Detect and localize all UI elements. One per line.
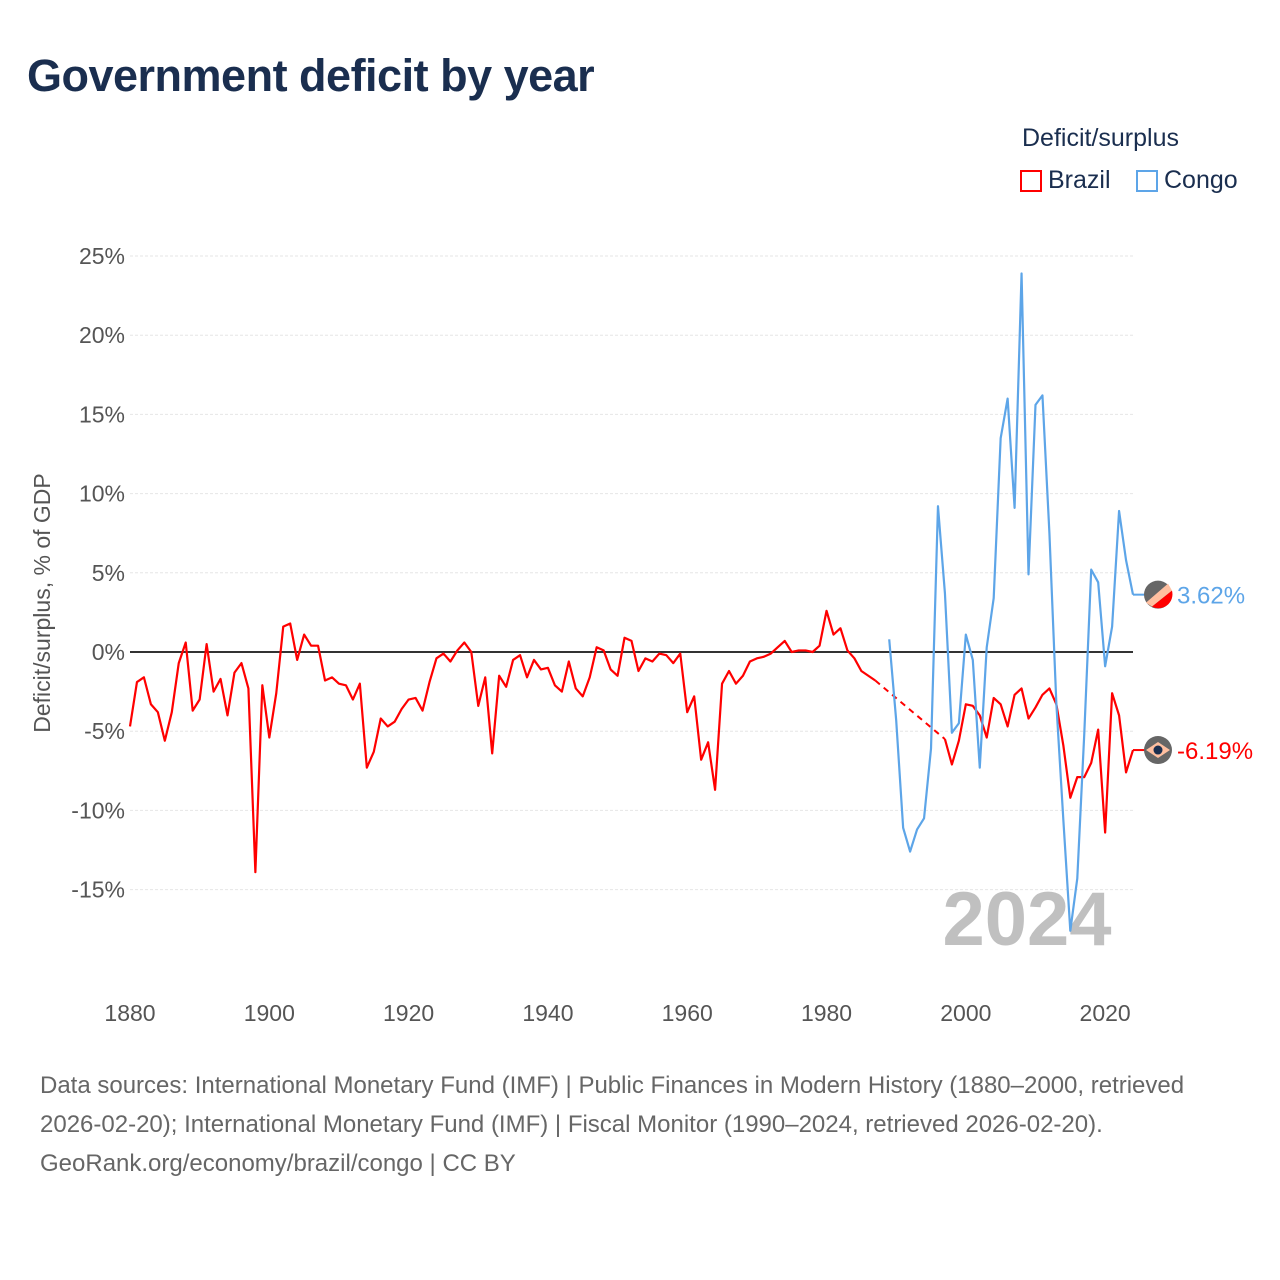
- series-line-brazil[interactable]: [943, 687, 1135, 834]
- footer: Data sources: International Monetary Fun…: [40, 1066, 1240, 1183]
- series-line-congo[interactable]: [888, 272, 1135, 932]
- y-tick-label: 25%: [79, 243, 125, 269]
- x-tick-label: 2020: [1080, 1000, 1131, 1026]
- legend-title: Deficit/surplus: [1022, 124, 1179, 152]
- x-tick-label: 1960: [662, 1000, 713, 1026]
- flag-icon-brazil: [1144, 736, 1172, 765]
- x-tick-label: 1940: [522, 1000, 573, 1026]
- x-tick-label: 1880: [104, 1000, 155, 1026]
- y-tick-label: -15%: [71, 877, 125, 903]
- credit-link[interactable]: GeoRank.org/economy/brazil/congo | CC BY: [40, 1150, 516, 1177]
- legend-swatch-brazil: [1020, 169, 1042, 192]
- y-tick-label: 10%: [79, 481, 125, 507]
- series-gap-brazil: [874, 679, 946, 740]
- data-sources: Data sources: International Monetary Fun…: [40, 1072, 1185, 1138]
- x-tick-label: 1980: [801, 1000, 852, 1026]
- x-tick-label: 2000: [940, 1000, 991, 1026]
- legend-label-brazil: Brazil: [1048, 166, 1111, 194]
- y-tick-label: 5%: [92, 560, 125, 586]
- legend-swatch-congo: [1136, 169, 1158, 192]
- series-line-brazil[interactable]: [128, 609, 876, 874]
- legend-label-congo: Congo: [1164, 166, 1238, 194]
- flag-icon-congo: [1144, 580, 1173, 609]
- chart-area: 2024 25% 20% 15% 10% 5% 0% -5% -10% -15% 1880 1900…: [29, 243, 1253, 1026]
- y-tick-label: 15%: [79, 401, 125, 427]
- y-tick-label: -10%: [71, 797, 125, 823]
- end-label-brazil: -6.19%: [1177, 738, 1253, 765]
- y-axis-label: Deficit/surplus, % of GDP: [29, 473, 55, 732]
- chart-title: Government deficit by year: [27, 50, 595, 101]
- y-tick-label: 20%: [79, 322, 125, 348]
- x-tick-label: 1920: [383, 1000, 434, 1026]
- legend-item-congo[interactable]: Congo: [1136, 166, 1238, 195]
- year-watermark: 2024: [942, 877, 1111, 962]
- x-tick-label: 1900: [244, 1000, 295, 1026]
- legend-item-brazil[interactable]: Brazil: [1020, 166, 1111, 195]
- y-tick-label: 0%: [92, 639, 125, 665]
- y-tick-label: -5%: [84, 718, 125, 744]
- end-label-congo: 3.62%: [1177, 583, 1245, 610]
